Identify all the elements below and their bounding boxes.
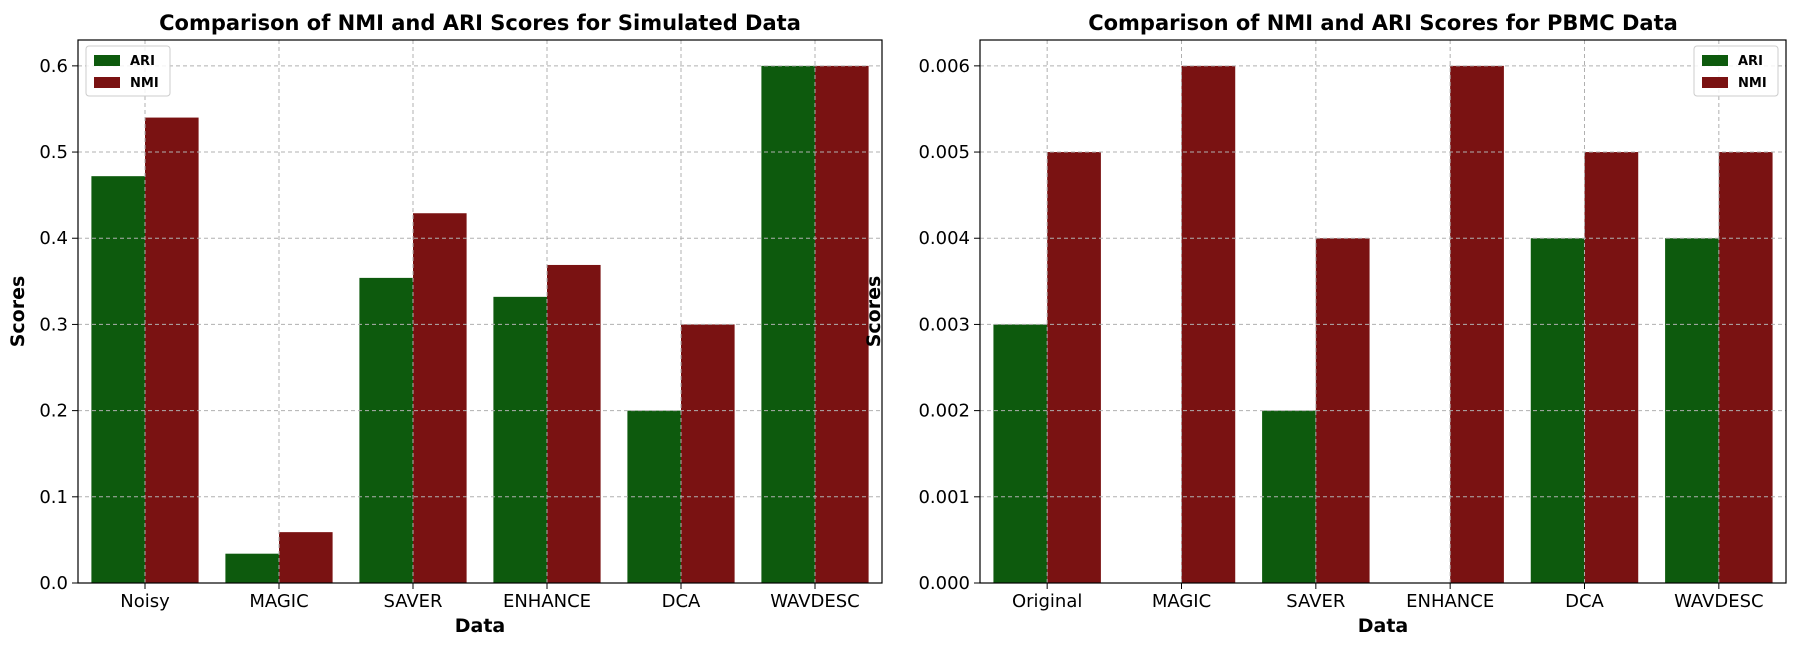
y-tick-label: 0.001	[918, 487, 970, 508]
chart-pbmc: 0.000 0.001 0.002 0.003 0.004 0.005 0.006 Origi…	[863, 11, 1787, 637]
plot-frame	[77, 39, 883, 584]
bar-ari-original	[993, 324, 1048, 583]
y-tick-label: 0.0	[39, 573, 68, 594]
x-tick-label: WAVDESC	[770, 591, 860, 612]
chart-title: Comparison of NMI and ARI Scores for PBM…	[1088, 11, 1678, 35]
x-tick-label: Original	[1012, 591, 1082, 612]
y-tick-label: 0.006	[918, 56, 970, 77]
bar-nmi-enhance	[547, 264, 601, 583]
x-tick-label: SAVER	[1286, 591, 1345, 612]
x-tick-label: MAGIC	[249, 591, 308, 612]
y-tick-label: 0.003	[918, 314, 970, 335]
x-tick-label: ENHANCE	[503, 591, 591, 612]
bar-ari-noisy	[91, 176, 145, 583]
bar-nmi-wavdesc	[1718, 152, 1773, 584]
x-axis-label: Data	[455, 615, 506, 637]
x-tick-label: DCA	[1565, 591, 1604, 612]
y-tick-label: 0.5	[39, 142, 68, 163]
y-tick-label: 0.4	[39, 228, 68, 249]
legend-swatch-nmi	[1702, 77, 1728, 88]
x-axis-label: Data	[1358, 615, 1409, 637]
legend-swatch-nmi	[94, 77, 120, 88]
y-axis-label: Scores	[7, 276, 29, 348]
bar-ari-magic	[225, 553, 279, 583]
x-tick-label: ENHANCE	[1406, 591, 1494, 612]
bar-ari-enhance	[493, 296, 547, 583]
bar-ari-saver	[359, 277, 413, 583]
x-tick-label: DCA	[662, 591, 701, 612]
legend-label-ari: ARI	[1738, 54, 1763, 69]
x-tick-label: MAGIC	[1152, 591, 1211, 612]
legend-label-nmi: NMI	[1738, 76, 1767, 91]
bar-nmi-dca	[1584, 152, 1639, 584]
chart-title: Comparison of NMI and ARI Scores for Sim…	[159, 11, 801, 35]
x-tick-label: SAVER	[383, 591, 442, 612]
bar-nmi-dca	[681, 324, 735, 583]
plot-frame	[979, 39, 1787, 584]
chart-simulated: 0.0 0.1 0.2 0.3 0.4 0.5 0.6 Noisy MAGIC SAVER ENHA…	[7, 11, 883, 637]
legend-label-ari: ARI	[130, 54, 155, 69]
legend-swatch-ari	[94, 55, 120, 66]
legend: ARI NMI	[1693, 45, 1779, 97]
y-tick-label: 0.3	[39, 314, 68, 335]
y-axis-label: Scores	[863, 276, 885, 348]
y-tick-label: 0.000	[918, 573, 970, 594]
y-tick-label: 0.004	[918, 228, 970, 249]
y-tick-label: 0.6	[39, 56, 68, 77]
bar-nmi-original	[1047, 152, 1101, 584]
y-tick-label: 0.002	[918, 401, 970, 422]
legend-label-nmi: NMI	[130, 76, 159, 91]
x-tick-label: WAVDESC	[1674, 591, 1764, 612]
bar-nmi-saver	[413, 213, 467, 583]
bar-nmi-noisy	[145, 117, 199, 584]
y-tick-label: 0.1	[39, 487, 68, 508]
legend: ARI NMI	[85, 45, 171, 97]
y-tick-label: 0.2	[39, 401, 68, 422]
x-tick-label: Noisy	[120, 591, 170, 612]
bar-nmi-magic	[279, 532, 333, 583]
y-tick-label: 0.005	[918, 142, 970, 163]
legend-swatch-ari	[1702, 55, 1728, 66]
